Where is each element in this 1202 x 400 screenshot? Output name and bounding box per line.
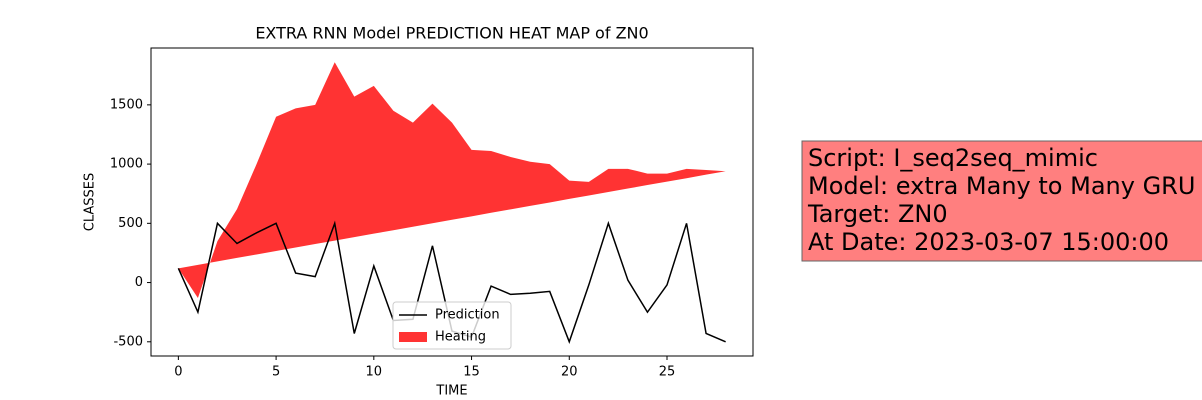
x-tick-label: 0 (174, 365, 182, 380)
legend-label: Prediction (435, 308, 500, 323)
y-tick-label: -500 (113, 334, 143, 349)
x-axis-label: TIME (435, 384, 467, 399)
x-tick-label: 20 (561, 365, 578, 380)
legend-swatch (399, 332, 427, 342)
annotation-line: Model: extra Many to Many GRU (808, 172, 1195, 200)
annotation-line: Target: ZN0 (807, 200, 948, 228)
x-tick-label: 25 (659, 365, 676, 380)
plot-frame (150, 47, 754, 357)
annotation-box (801, 140, 1202, 262)
chart-title: EXTRA RNN Model PREDICTION HEAT MAP of Z… (255, 24, 648, 43)
annotation-line: At Date: 2023-03-07 15:00:00 (808, 228, 1169, 256)
y-tick-label: 1000 (110, 157, 143, 172)
x-tick-label: 10 (366, 365, 383, 380)
annotation-line: Script: I_seq2seq_mimic (808, 144, 1098, 172)
legend-label: Heating (435, 330, 486, 345)
y-tick-label: 0 (135, 275, 143, 290)
y-axis-label: CLASSES (83, 173, 98, 231)
y-tick-label: 1500 (110, 97, 143, 112)
legend: Prediction Heating (392, 301, 512, 350)
heating-area (178, 62, 726, 298)
x-tick-label: 5 (272, 365, 280, 380)
y-tick-label: 500 (118, 216, 143, 231)
x-tick-label: 15 (463, 365, 480, 380)
